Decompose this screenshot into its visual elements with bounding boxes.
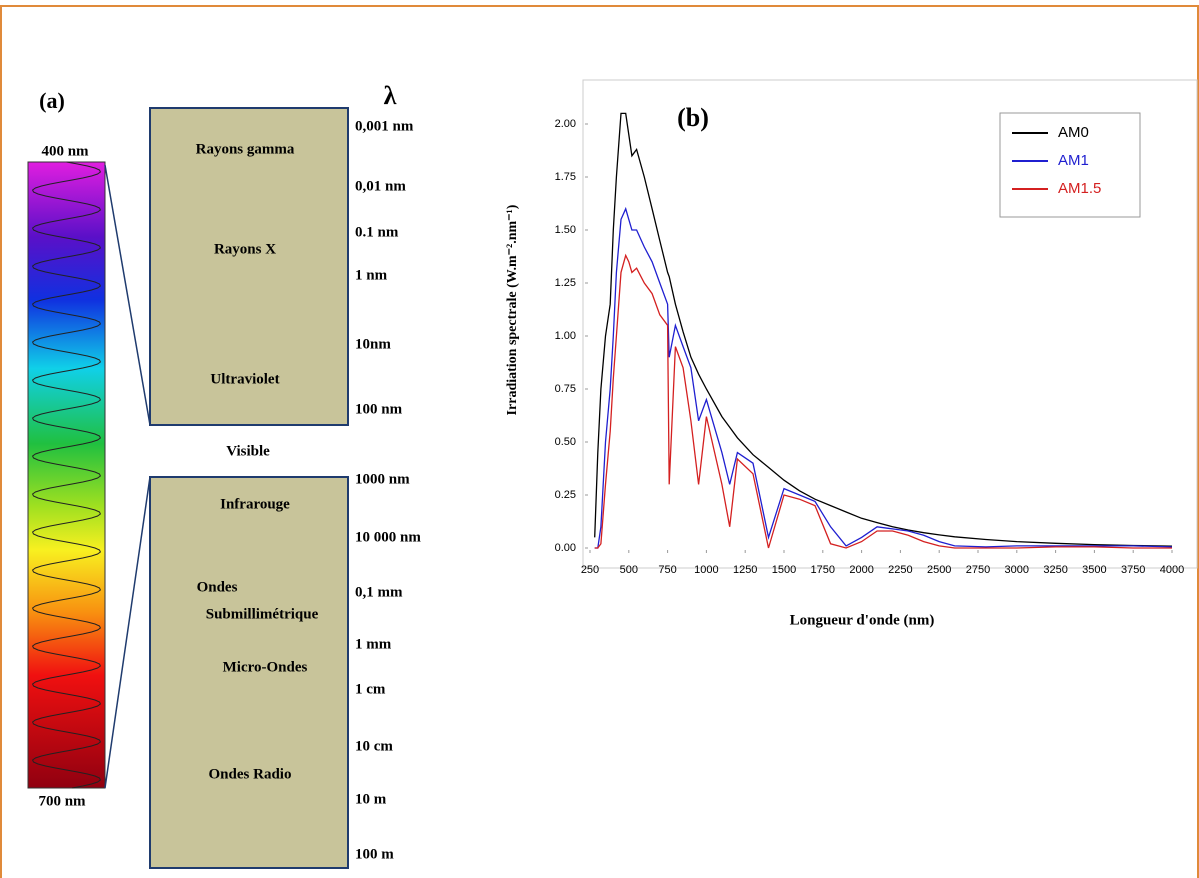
- wavelength: 0,001 nm: [355, 118, 414, 134]
- x-tick-label: 250: [581, 564, 599, 576]
- x-tick-label: 3750: [1121, 564, 1145, 576]
- y-tick-label: 0.00: [555, 542, 576, 554]
- diagram: (a) λ 400 nm 700 nm Visible Rayons gamma…: [27, 81, 421, 869]
- x-axis-label: Longueur d'onde (nm): [790, 612, 935, 628]
- bar-label: 700 nm: [38, 793, 86, 809]
- y-tick-label: 0.25: [555, 489, 576, 501]
- x-tick-label: 2500: [927, 564, 951, 576]
- y-axis-label: Irradiation spectrale (W.m⁻².nm⁻¹): [505, 204, 520, 415]
- x-tick-label: 2250: [888, 564, 912, 576]
- series-line: [594, 206, 1173, 549]
- box-label: Rayons gamma: [196, 141, 295, 157]
- wavelength: 1 nm: [355, 267, 388, 283]
- box-label: Micro-Ondes: [223, 659, 308, 675]
- box-label: Ultraviolet: [210, 371, 279, 387]
- box-label: Ondes: [197, 579, 238, 595]
- y-tick-label: 1.50: [555, 224, 576, 236]
- visible-label: Visible: [226, 443, 270, 459]
- x-tick-label: 3500: [1082, 564, 1106, 576]
- y-tick-label: 0.50: [555, 436, 576, 448]
- diagram-title: (a): [39, 88, 65, 113]
- connector: [104, 476, 151, 789]
- legend-box: [999, 112, 1141, 218]
- chart-title: (b): [677, 103, 709, 132]
- wavelength: 1000 nm: [355, 471, 410, 487]
- legend-label: AM1: [1058, 152, 1089, 169]
- x-tick-label: 2750: [966, 564, 990, 576]
- y-tick-label: 1.00: [555, 330, 576, 342]
- x-tick-label: 3250: [1043, 564, 1067, 576]
- y-tick-label: 2.00: [555, 118, 576, 130]
- box-label: Ondes Radio: [209, 766, 292, 782]
- box-label: Infrarouge: [220, 496, 290, 512]
- x-tick-label: 1500: [772, 564, 796, 576]
- x-tick-label: 500: [620, 564, 638, 576]
- legend-label: AM1.5: [1058, 180, 1101, 197]
- lower-box: [149, 476, 349, 869]
- upper-box: [149, 107, 349, 426]
- wavelength: 10 cm: [355, 738, 393, 754]
- x-tick-label: 750: [658, 564, 676, 576]
- spectrum-bar: [27, 161, 106, 789]
- box-label: Rayons X: [214, 241, 276, 257]
- x-tick-label: 1750: [811, 564, 835, 576]
- wavelength: 100 m: [355, 846, 394, 862]
- wave: [31, 161, 102, 789]
- y-tick-label: 1.75: [555, 171, 576, 183]
- x-tick-label: 1000: [694, 564, 718, 576]
- wavelength: 10 000 nm: [355, 529, 421, 545]
- x-tick-label: 2000: [849, 564, 873, 576]
- bar-label: 400 nm: [41, 143, 89, 159]
- wavelength: 0,01 nm: [355, 178, 406, 194]
- x-tick-label: 1250: [733, 564, 757, 576]
- wavelength: 1 cm: [355, 681, 386, 697]
- connector: [104, 164, 151, 426]
- x-tick-label: 3000: [1005, 564, 1029, 576]
- wavelength: 1 mm: [355, 636, 392, 652]
- wavelength: 10 m: [355, 791, 387, 807]
- box-label: Submillimétrique: [206, 606, 319, 622]
- wavelength: 0.1 nm: [355, 224, 399, 240]
- y-tick-label: 1.25: [555, 277, 576, 289]
- series-line: [594, 253, 1172, 549]
- wavelength: 0,1 mm: [355, 584, 403, 600]
- legend-label: AM0: [1058, 124, 1089, 141]
- series-line: [594, 112, 1173, 547]
- x-tick-label: 4000: [1160, 564, 1184, 576]
- wavelength: 100 nm: [355, 401, 403, 417]
- lambda: λ: [384, 81, 397, 110]
- wavelength: 10nm: [355, 336, 391, 352]
- page-border: [0, 5, 1199, 878]
- y-tick-label: 0.75: [555, 383, 576, 395]
- chart: (b) Longueur d'onde (nm) Irradiation spe…: [505, 79, 1198, 628]
